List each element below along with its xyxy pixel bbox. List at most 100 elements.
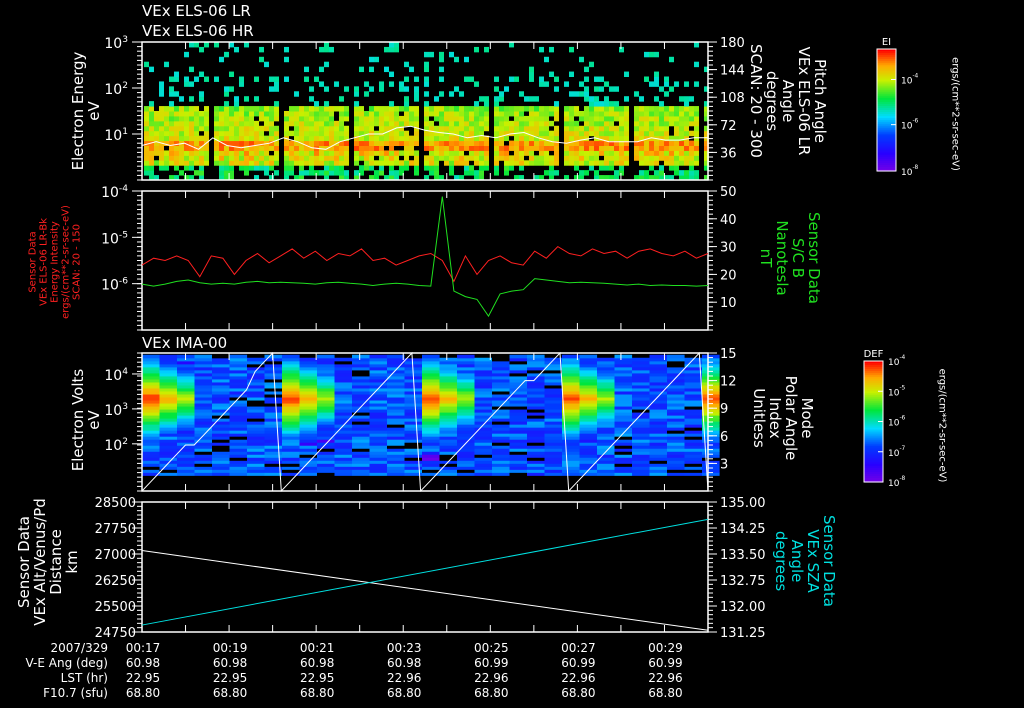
heatmap-cell <box>387 402 405 407</box>
heatmap-cell <box>632 427 650 431</box>
heatmap-cell <box>534 160 539 166</box>
heatmap-cell <box>264 442 283 446</box>
heatmap-cell <box>562 366 580 371</box>
heatmap-cell <box>169 86 174 92</box>
heatmap-cell <box>474 390 493 395</box>
heatmap-cell <box>264 160 269 166</box>
heatmap-cell <box>259 115 264 122</box>
heatmap-cell <box>554 106 559 112</box>
heatmap-cell <box>179 150 184 156</box>
heatmap-cell <box>469 145 474 151</box>
heatmap-cell <box>597 399 615 404</box>
heatmap-cell <box>569 91 574 97</box>
panel1-ylabel-line: Electron Energy <box>69 51 87 170</box>
heatmap-cell <box>264 469 283 473</box>
heatmap-cell <box>282 415 300 419</box>
heatmap-cell <box>324 86 329 92</box>
colorbar-title: DEF <box>864 349 884 360</box>
heatmap-cell <box>364 165 369 171</box>
heatmap-cell <box>459 140 464 146</box>
heatmap-cell <box>164 155 169 161</box>
heatmap-cell <box>194 106 199 112</box>
heatmap-cell <box>494 140 499 146</box>
heatmap-cell <box>524 115 529 122</box>
x-tick-label: 00:17 <box>126 641 161 655</box>
heatmap-cell <box>614 415 633 419</box>
heatmap-cell <box>309 140 314 146</box>
heatmap-cell <box>604 101 609 107</box>
heatmap-cell <box>154 115 159 122</box>
heatmap-cell <box>439 457 458 461</box>
heatmap-cell <box>404 160 409 166</box>
heatmap-cell <box>422 460 440 464</box>
heatmap-cell <box>579 366 598 371</box>
heatmap-cell <box>229 466 248 470</box>
heatmap-cell <box>317 457 335 461</box>
heatmap-cell <box>504 170 509 176</box>
heatmap-cell <box>544 106 549 112</box>
heatmap-cell <box>169 175 174 181</box>
heatmap-cell <box>144 135 149 142</box>
heatmap-cell <box>289 170 294 176</box>
heatmap-cell <box>329 165 334 171</box>
right-tick-label: 6 <box>720 430 728 445</box>
heatmap-cell <box>499 115 504 122</box>
heatmap-cell <box>369 399 388 404</box>
heatmap-cell <box>614 101 619 107</box>
heatmap-cell <box>569 115 574 122</box>
heatmap-cell <box>474 421 493 425</box>
heatmap-cell <box>142 421 160 425</box>
heatmap-cell <box>299 457 318 461</box>
heatmap-cell <box>404 120 409 127</box>
colorbar-swatch <box>864 469 883 473</box>
heatmap-cell <box>702 454 720 458</box>
heatmap-cell <box>247 405 265 410</box>
heatmap-cell <box>562 460 580 464</box>
heatmap-cell <box>644 135 649 142</box>
heatmap-cell <box>509 387 528 392</box>
heatmap-cell <box>264 125 269 132</box>
heatmap-cell <box>299 418 318 422</box>
heatmap-cell <box>177 369 195 374</box>
heatmap-cell <box>674 111 679 117</box>
heatmap-cell <box>674 106 679 112</box>
heatmap-cell <box>334 375 353 380</box>
heatmap-cell <box>344 140 349 146</box>
heatmap-cell <box>597 466 615 470</box>
heatmap-cell <box>324 145 329 151</box>
heatmap-cell <box>319 120 324 127</box>
heatmap-cell <box>529 71 534 77</box>
heatmap-cell <box>224 130 229 137</box>
heatmap-cell <box>649 175 654 181</box>
heatmap-cell <box>334 369 353 374</box>
heatmap-cell <box>247 375 265 380</box>
heatmap-cell <box>352 387 370 392</box>
heatmap-cell <box>334 125 339 132</box>
heatmap-cell <box>234 135 239 142</box>
heatmap-cell <box>619 46 624 53</box>
heatmap-cell <box>212 439 230 443</box>
heatmap-cell <box>334 411 353 416</box>
heatmap-cell <box>239 140 244 146</box>
heatmap-cell <box>639 160 644 166</box>
heatmap-cell <box>644 76 649 82</box>
heatmap-cell <box>579 375 598 380</box>
heatmap-cell <box>579 81 584 87</box>
heatmap-cell <box>644 115 649 122</box>
x-tick-label: 00:21 <box>300 641 335 655</box>
heatmap-cell <box>474 448 493 452</box>
heatmap-cell <box>387 354 405 359</box>
heatmap-cell <box>394 155 399 161</box>
heatmap-cell <box>579 451 598 455</box>
heatmap-cell <box>404 402 423 407</box>
colorbar-swatch <box>864 477 883 481</box>
colorbar-swatch <box>864 381 883 384</box>
heatmap-cell <box>324 46 329 53</box>
heatmap-cell <box>399 140 404 146</box>
heatmap-cell <box>694 81 699 87</box>
heatmap-cell <box>389 71 394 77</box>
heatmap-cell <box>554 101 559 107</box>
heatmap-cell <box>389 150 394 156</box>
heatmap-cell <box>614 439 633 443</box>
